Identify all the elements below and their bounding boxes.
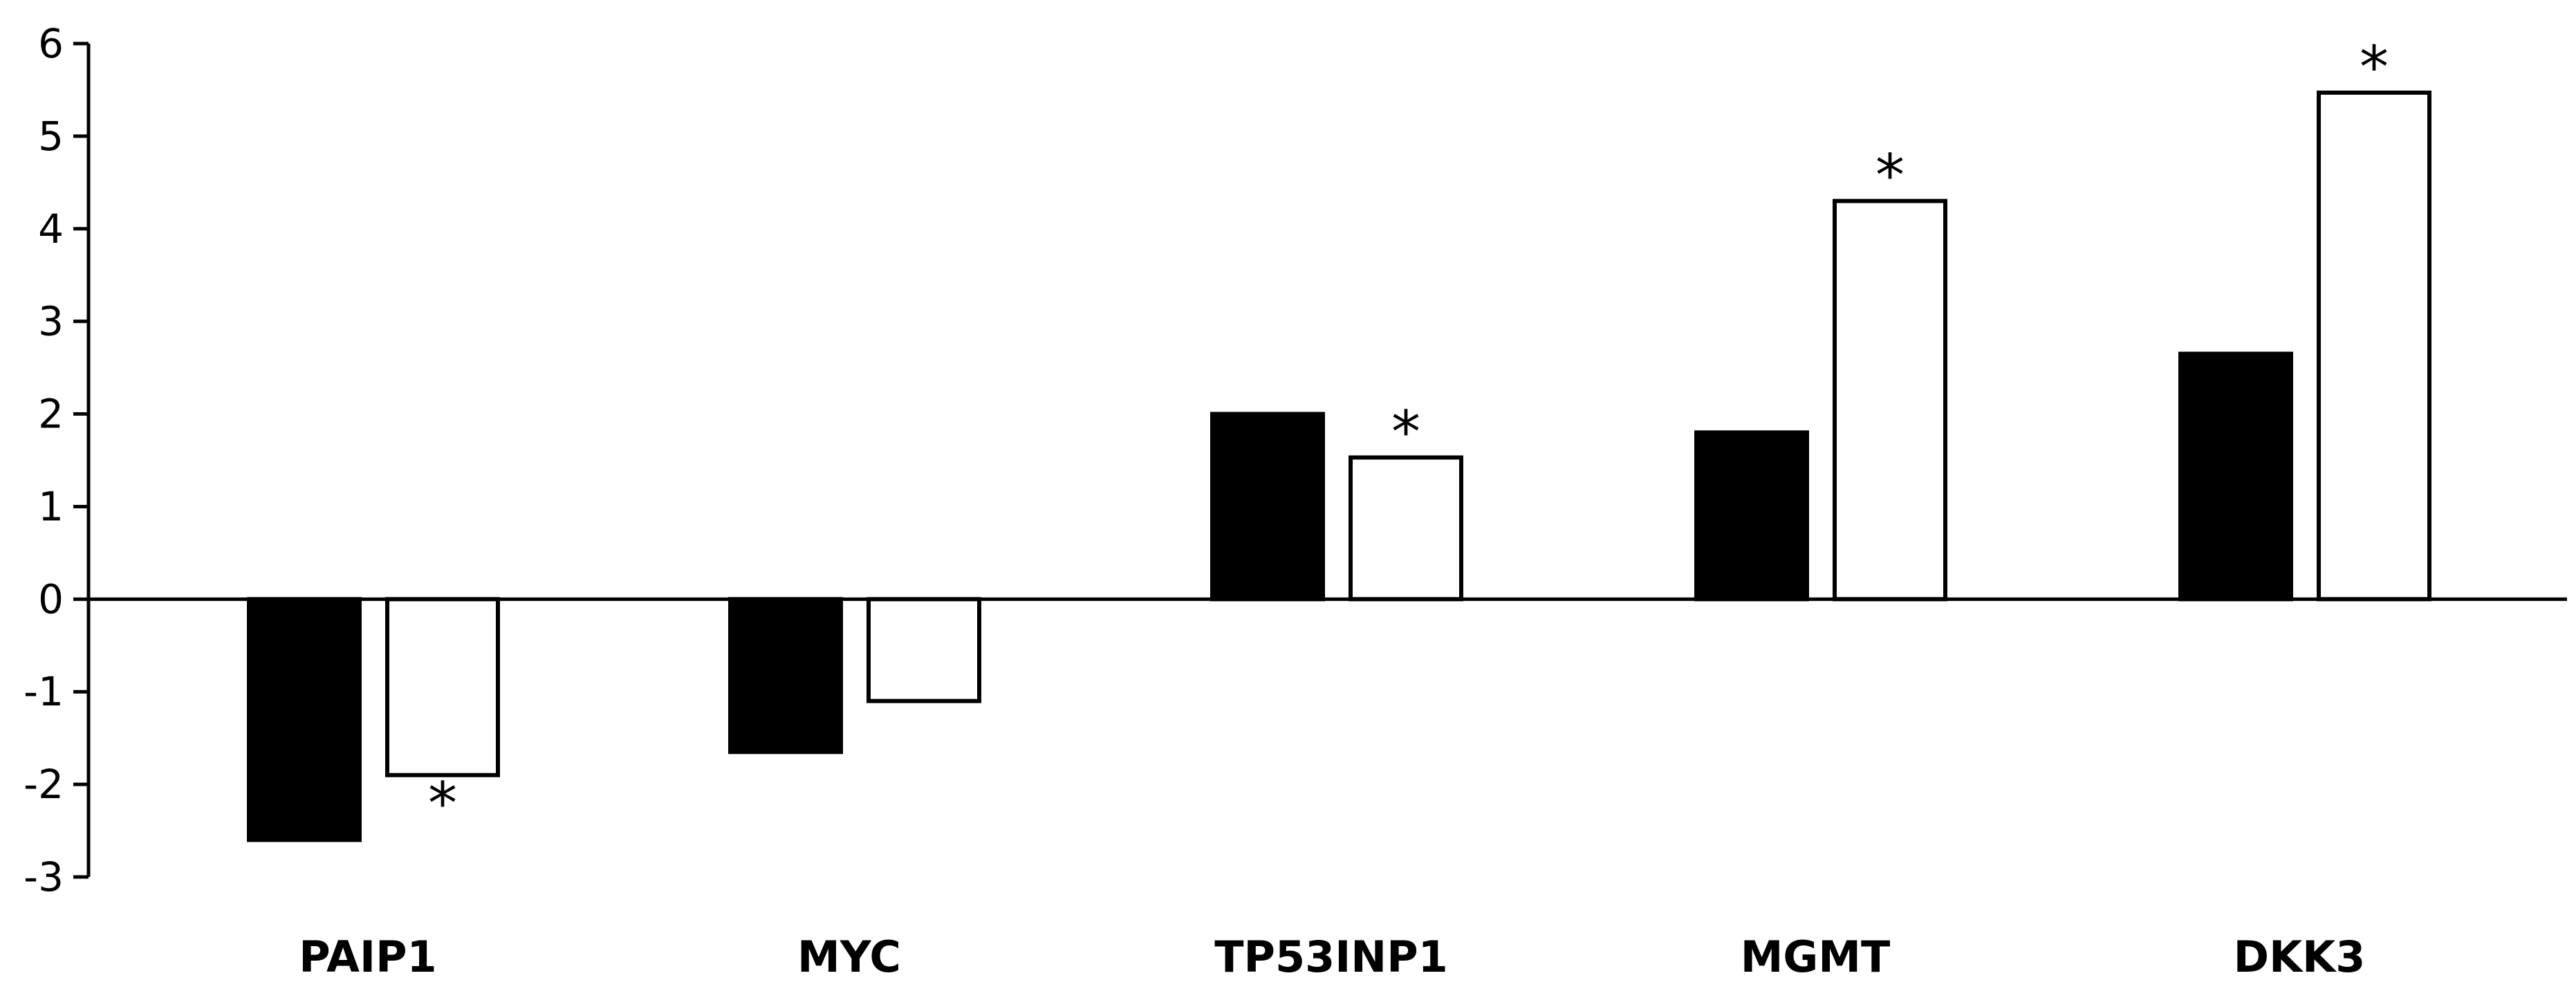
y-tick-label: 6 bbox=[38, 20, 64, 67]
category-label: MGMT bbox=[1741, 932, 1891, 982]
bar-mgmt-series-2 bbox=[1833, 198, 1947, 602]
significance-marker: * bbox=[2360, 33, 2389, 101]
labels: 6 5 4 3 2 1 0 -1 -2 -3 PAIP1 MYC TP53INP1 MGMT DKK3 * * *… bbox=[24, 20, 2389, 982]
significance-marker: * bbox=[428, 770, 457, 838]
bar-dkk3-series-2 bbox=[2317, 90, 2431, 602]
category-label: MYC bbox=[797, 932, 901, 982]
bar-myc-series-1 bbox=[728, 597, 843, 755]
y-tick-label: 3 bbox=[38, 298, 64, 345]
y-tick-label: 4 bbox=[38, 205, 64, 252]
y-tick-label: 2 bbox=[38, 391, 64, 438]
category-label: PAIP1 bbox=[299, 932, 436, 982]
y-tick-label: -2 bbox=[24, 761, 64, 808]
category-label: TP53INP1 bbox=[1214, 932, 1448, 982]
bar-paip1-series-1 bbox=[247, 597, 362, 842]
bar-dkk3-series-1 bbox=[2178, 351, 2293, 602]
y-tick-label: 0 bbox=[38, 575, 64, 622]
significance-marker: * bbox=[1391, 398, 1420, 465]
significance-marker: * bbox=[1875, 142, 1905, 210]
bars bbox=[247, 90, 2431, 842]
bar-tp53inp1-series-1 bbox=[1210, 412, 1325, 602]
bar-mgmt-series-1 bbox=[1694, 430, 1809, 602]
bar-tp53inp1-series-2 bbox=[1349, 455, 1463, 602]
category-label: DKK3 bbox=[2234, 932, 2366, 982]
bar-paip1-series-2 bbox=[385, 597, 500, 777]
y-tick-label: 1 bbox=[38, 483, 64, 530]
y-tick-label: -3 bbox=[24, 853, 64, 900]
y-tick-label: 5 bbox=[38, 113, 64, 160]
axes bbox=[73, 41, 2567, 879]
bar-myc-series-2 bbox=[867, 597, 981, 703]
y-tick-label: -1 bbox=[24, 668, 64, 715]
